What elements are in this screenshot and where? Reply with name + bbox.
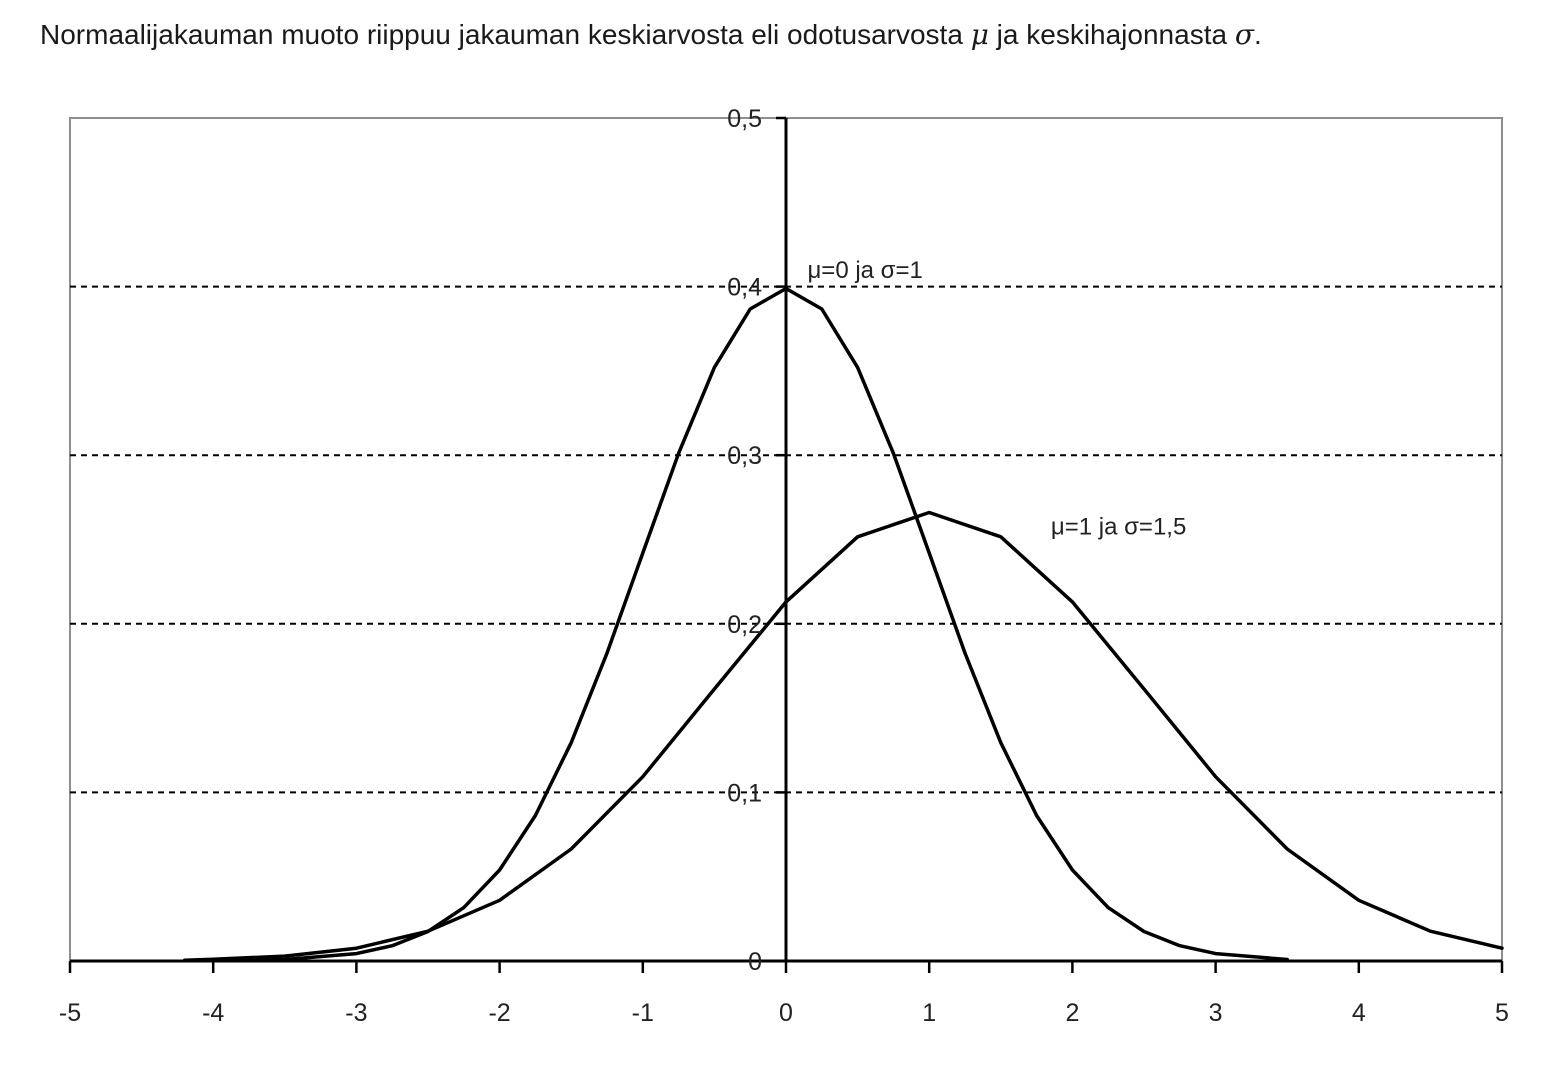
axes [68,116,1504,973]
labels: -5 -4 -3 -2 -1 0 1 2 3 4 5 0 0,1 0,2 0,3 0,4 0,5 μ=0 ja σ… [59,105,1509,1027]
sigma-symbol: σ [1234,18,1254,51]
x-tick-label: 0 [779,999,793,1027]
x-tick-label: 2 [1065,999,1079,1027]
mu-symbol: μ [970,18,989,51]
y-tick-label: 0,3 [727,442,762,470]
x-tick-label: 4 [1352,999,1366,1027]
series-line [182,286,1289,963]
y-tick-label: 0,4 [727,274,762,302]
intro-text-part-1: Normaalijakauman muoto riippuu jakauman … [40,19,971,50]
series-annotation: μ=0 ja σ=1 [807,257,922,284]
x-tick-label: 3 [1209,999,1223,1027]
series-line [182,510,1504,962]
y-tick-label: 0 [748,948,762,976]
x-tick-label: 5 [1495,999,1509,1027]
x-tick-label: -1 [632,999,654,1027]
x-tick-label: -2 [488,999,510,1027]
intro-text-part-3: . [1253,19,1262,50]
y-tick-label: 0,5 [727,105,762,133]
intro-text-part-2: ja keskihajonnasta [988,19,1235,50]
intro-text: Normaalijakauman muoto riippuu jakauman … [40,18,1262,51]
series-annotation: μ=1 ja σ=1,5 [1051,513,1186,540]
series-lines [182,286,1504,963]
x-tick-label: -4 [202,999,224,1027]
y-tick-label: 0,1 [727,779,762,807]
x-tick-label: 1 [922,999,936,1027]
x-tick-label: -5 [59,999,81,1027]
y-tick-label: 0,2 [727,611,762,639]
x-tick-label: -3 [345,999,367,1027]
